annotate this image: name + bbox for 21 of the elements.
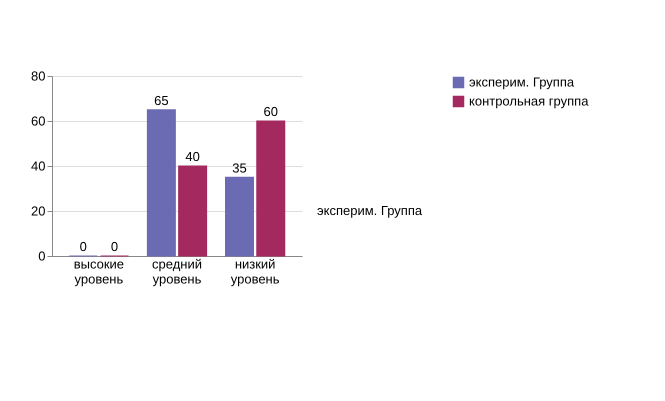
x-tick-label: высокие уровень [74, 256, 124, 286]
bar [225, 176, 254, 256]
data-label: 65 [154, 92, 169, 108]
legend-label: контрольная группа [469, 94, 590, 108]
y-tick-label: 20 [31, 204, 46, 218]
y-tick-label: 0 [38, 248, 46, 264]
x-tick-label: средний уровень [152, 256, 202, 286]
data-label: 60 [264, 104, 278, 119]
bar [178, 166, 208, 256]
x-tick-label: низкий уровень [230, 256, 280, 286]
data-label: 35 [232, 160, 247, 176]
data-label: 0 [80, 239, 87, 254]
data-label: 40 [185, 149, 200, 164]
y-tick-label: 40 [31, 158, 46, 174]
y-tick-label: 60 [31, 114, 46, 128]
text: эксперим. Группа [317, 203, 423, 218]
bar [146, 109, 176, 256]
bar [256, 120, 286, 256]
legend-label: эксперим. Группа [469, 74, 575, 90]
y-tick-label: 80 [31, 68, 46, 84]
data-label: 0 [110, 239, 118, 254]
